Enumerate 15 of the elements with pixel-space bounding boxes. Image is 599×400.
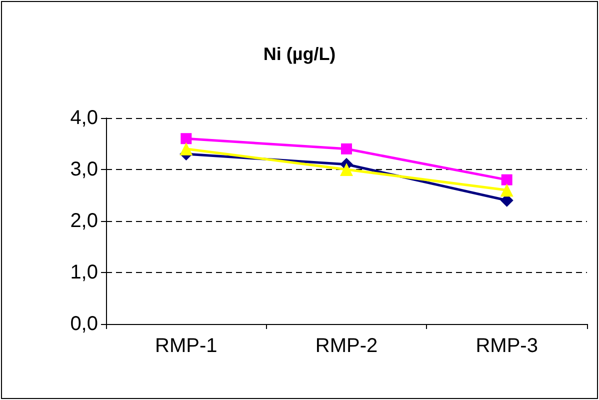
chart-title: Ni (µg/L) bbox=[263, 44, 336, 64]
x-tick-label: RMP-2 bbox=[315, 335, 378, 357]
point bbox=[501, 174, 512, 186]
x-tick-label: RMP-1 bbox=[155, 335, 218, 357]
point bbox=[500, 184, 514, 197]
point bbox=[180, 142, 193, 156]
point bbox=[340, 163, 353, 176]
y-tick-label: 4,0 bbox=[70, 107, 98, 129]
point bbox=[341, 143, 352, 154]
y-tick-label: 2,0 bbox=[70, 210, 98, 232]
y-tick-label: 3,0 bbox=[70, 158, 98, 180]
x-tick-label: RMP-3 bbox=[476, 335, 538, 357]
y-tick-label: 0,0 bbox=[70, 313, 98, 335]
y-tick-label: 1,0 bbox=[70, 262, 98, 284]
point bbox=[180, 133, 192, 144]
